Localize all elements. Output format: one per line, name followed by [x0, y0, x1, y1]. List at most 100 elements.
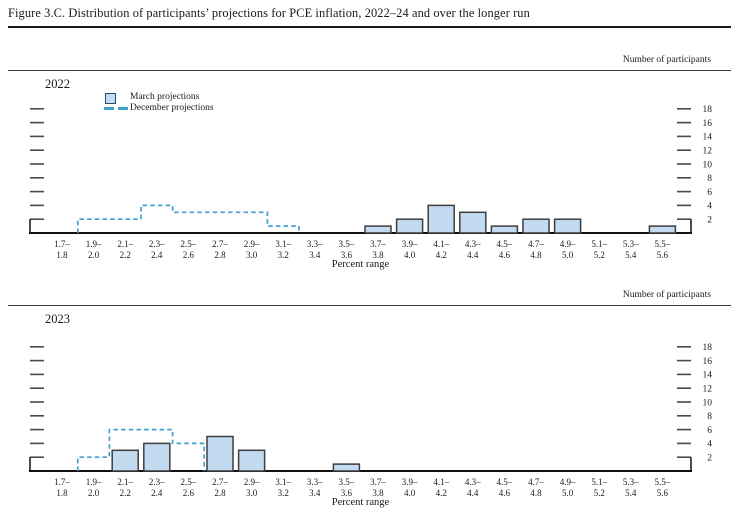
bin-label: 3.1–	[275, 239, 291, 249]
march-bar	[206, 435, 234, 472]
bin-label: 3.0	[246, 250, 258, 260]
bin-label: 3.8	[372, 250, 384, 260]
bin-label: 4.5–	[497, 239, 513, 249]
bin-label: 2.4	[151, 250, 163, 260]
bin-label: 4.9–	[560, 477, 576, 487]
march-bar	[111, 449, 139, 472]
y-tick-label: 6	[707, 188, 712, 198]
march-bar-swatch-icon	[105, 93, 116, 104]
bin-label: 3.6	[341, 488, 353, 498]
bin-label: 2.7–	[212, 477, 228, 487]
bin-label: 2.8	[214, 488, 226, 498]
bin-label: 1.7–	[54, 477, 70, 487]
y-tick-label: 16	[703, 119, 713, 129]
march-bar	[237, 449, 266, 472]
bin-label: 2.6	[183, 250, 195, 260]
bin-label: 1.8	[56, 488, 68, 498]
y-tick-label: 8	[707, 412, 712, 422]
bin-label: 4.5–	[497, 477, 513, 487]
bin-label: 4.7–	[528, 239, 544, 249]
bin-label: 4.1–	[433, 477, 449, 487]
bin-label: 4.8	[530, 488, 542, 498]
bin-label: 4.3–	[465, 477, 481, 487]
bin-label: 2.8	[214, 250, 226, 260]
bin-label: 1.9–	[86, 477, 102, 487]
bin-label: 2.1–	[117, 239, 133, 249]
title-rule	[8, 26, 731, 29]
legend: March projections December projections	[104, 92, 304, 118]
bin-label: 4.8	[530, 250, 542, 260]
panel-top-rule	[8, 305, 731, 307]
bin-label: 3.1–	[275, 477, 291, 487]
y-tick-label: 16	[703, 357, 713, 367]
bin-label: 3.8	[372, 488, 384, 498]
bin-label: 2.4	[151, 488, 163, 498]
y-tick-label: 8	[707, 174, 712, 184]
bin-label: 2.5–	[181, 239, 197, 249]
bin-label: 4.1–	[433, 239, 449, 249]
march-bar	[395, 218, 424, 234]
bin-label: 5.1–	[591, 477, 607, 487]
bin-label: 3.9–	[402, 477, 418, 487]
y-tick-label: 6	[707, 426, 712, 436]
bin-label: 5.5–	[655, 239, 671, 249]
bin-label: 3.3–	[307, 477, 323, 487]
x-axis-label: Percent range	[331, 259, 390, 270]
bin-label: 2.2	[120, 250, 131, 260]
bin-label: 3.2	[278, 488, 289, 498]
y-tick-label: 12	[703, 147, 713, 157]
bin-label: 3.0	[246, 488, 258, 498]
bin-label: 3.4	[309, 250, 321, 260]
bin-label: 4.2	[436, 488, 447, 498]
legend-december-label: December projections	[130, 102, 214, 113]
bin-label: 5.2	[594, 250, 605, 260]
y-tick-label: 10	[703, 160, 713, 170]
bin-label: 4.4	[467, 488, 479, 498]
y-tick-label: 12	[703, 385, 713, 395]
y-tick-label: 10	[703, 398, 713, 408]
march-bar	[364, 225, 392, 234]
bin-label: 3.7–	[370, 239, 386, 249]
bin-label: 2.7–	[212, 239, 228, 249]
bin-label: 1.8	[56, 250, 68, 260]
march-bar	[332, 463, 361, 472]
right-axis-label: Number of participants	[622, 55, 711, 65]
bin-label: 4.0	[404, 250, 416, 260]
march-bar	[143, 442, 171, 472]
bin-label: 5.6	[657, 488, 669, 498]
bin-label: 1.7–	[54, 239, 70, 249]
y-tick-label: 14	[703, 133, 713, 143]
bin-label: 5.0	[562, 488, 574, 498]
panel-year-label: 2022	[45, 77, 70, 91]
bin-label: 5.3–	[623, 239, 639, 249]
bin-label: 3.2	[278, 250, 289, 260]
bin-label: 1.9–	[86, 239, 102, 249]
bin-label: 2.2	[120, 488, 131, 498]
bin-label: 2.3–	[149, 239, 165, 249]
march-bar	[427, 204, 455, 234]
bin-label: 3.4	[309, 488, 321, 498]
bin-label: 2.0	[88, 488, 100, 498]
bin-label: 3.5–	[339, 239, 355, 249]
y-tick-label: 4	[707, 440, 712, 450]
right-axis-label: Number of participants	[622, 290, 711, 300]
december-step-line	[76, 204, 300, 233]
bin-label: 2.0	[88, 250, 100, 260]
bin-label: 5.5–	[655, 477, 671, 487]
bin-label: 3.7–	[370, 477, 386, 487]
y-tick-label: 14	[703, 371, 713, 381]
panel-top-rule	[8, 70, 731, 72]
bin-label: 5.0	[562, 250, 574, 260]
march-bar	[553, 218, 582, 234]
march-bar	[490, 225, 519, 234]
bin-label: 4.0	[404, 488, 416, 498]
march-bar	[522, 218, 550, 234]
y-tick-label: 18	[703, 105, 713, 115]
march-bar	[648, 225, 677, 234]
bin-label: 5.6	[657, 250, 669, 260]
bin-label: 5.2	[594, 488, 605, 498]
bin-label: 5.3–	[623, 477, 639, 487]
bin-label: 3.3–	[307, 239, 323, 249]
march-bar	[459, 211, 487, 234]
